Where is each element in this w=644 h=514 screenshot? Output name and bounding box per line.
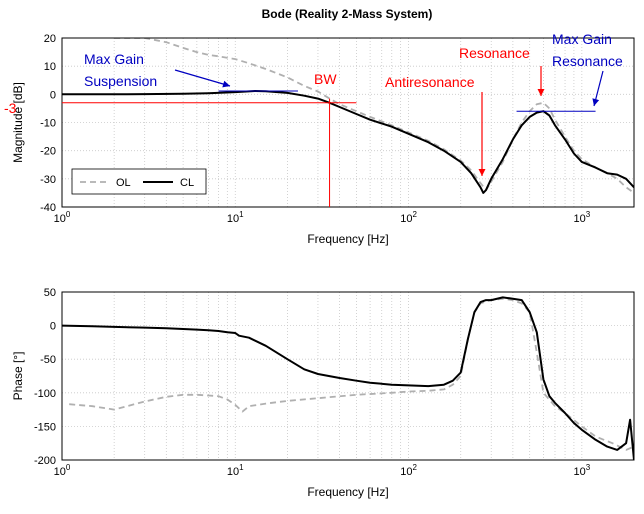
x-tick-label: 101 <box>227 210 244 225</box>
y-tick-label: -50 <box>40 354 56 366</box>
x-tick-exponent: 2 <box>412 210 417 219</box>
legend-ol-label: OL <box>116 177 131 189</box>
annotation-antiresonance: Antiresonance <box>385 74 475 90</box>
y-tick-label: -20 <box>40 146 56 158</box>
annotation-resonance: Resonance <box>459 45 530 61</box>
series-cl-line <box>62 296 634 460</box>
x-tick-exponent: 1 <box>239 210 244 219</box>
y-tick-label: 10 <box>44 61 56 73</box>
x-tick-exponent: 3 <box>586 210 591 219</box>
x-tick-exponent: 2 <box>412 463 417 472</box>
y-tick-label: 0 <box>50 89 56 101</box>
plot-area <box>62 292 634 460</box>
x-axis-label: Frequency [Hz] <box>307 232 388 246</box>
annotation-bw: BW <box>314 71 337 87</box>
y-tick-label: -30 <box>40 174 56 186</box>
x-axis-label: Frequency [Hz] <box>307 485 388 499</box>
y-axis-label: Phase [°] <box>11 352 25 401</box>
x-tick-label: 100 <box>54 210 71 225</box>
annotation-minus3: -3 <box>4 100 17 116</box>
x-tick-label: 103 <box>573 463 590 478</box>
x-tick-label: 103 <box>573 210 590 225</box>
annotations: Max Gain Suspension BW -3 Antiresonance Reson… <box>4 31 623 207</box>
legend-cl-label: CL <box>180 177 194 189</box>
x-tick-label: 102 <box>400 463 417 478</box>
y-tick-label: -200 <box>34 455 56 467</box>
x-tick-exponent: 0 <box>66 210 71 219</box>
y-tick-label: -150 <box>34 421 56 433</box>
annotation-max-gain-2: Max Gain <box>552 31 612 47</box>
y-tick-label: 50 <box>44 287 56 299</box>
axes-frame <box>61 291 635 461</box>
legend: OL CL <box>71 168 207 195</box>
series-ol-line <box>114 38 634 194</box>
antiresonance-arrow-head <box>478 169 486 176</box>
y-axis-label: Magnitude [dB] <box>11 82 25 163</box>
axes-frame <box>61 37 635 208</box>
y-tick-label: -40 <box>40 202 56 214</box>
x-tick-exponent: 0 <box>66 463 71 472</box>
max-gain-resonance-arrow-head <box>592 98 600 106</box>
x-tick-label: 100 <box>54 463 71 478</box>
series-ol-line <box>69 297 634 451</box>
x-tick-exponent: 1 <box>239 463 244 472</box>
chart-title: Bode (Reality 2-Mass System) <box>262 7 433 21</box>
phase-panel: 100 101 102 103500-50-100-150-200Frequency … <box>11 287 635 499</box>
suspension-arrow-shaft <box>174 69 231 87</box>
suspension-arrow-head <box>222 80 230 88</box>
x-tick-label: 101 <box>227 463 244 478</box>
x-tick-exponent: 3 <box>586 463 591 472</box>
annotation-suspension: Suspension <box>84 73 157 89</box>
y-tick-label: 0 <box>50 321 56 333</box>
annotation-resonance-2: Resonance <box>552 53 623 69</box>
resonance-arrow-head <box>537 89 545 96</box>
y-tick-label: -100 <box>34 388 56 400</box>
x-tick-label: 102 <box>400 210 417 225</box>
y-tick-label: 20 <box>44 33 56 45</box>
y-tick-label: -10 <box>40 118 56 130</box>
annotation-max-gain: Max Gain <box>84 51 144 67</box>
